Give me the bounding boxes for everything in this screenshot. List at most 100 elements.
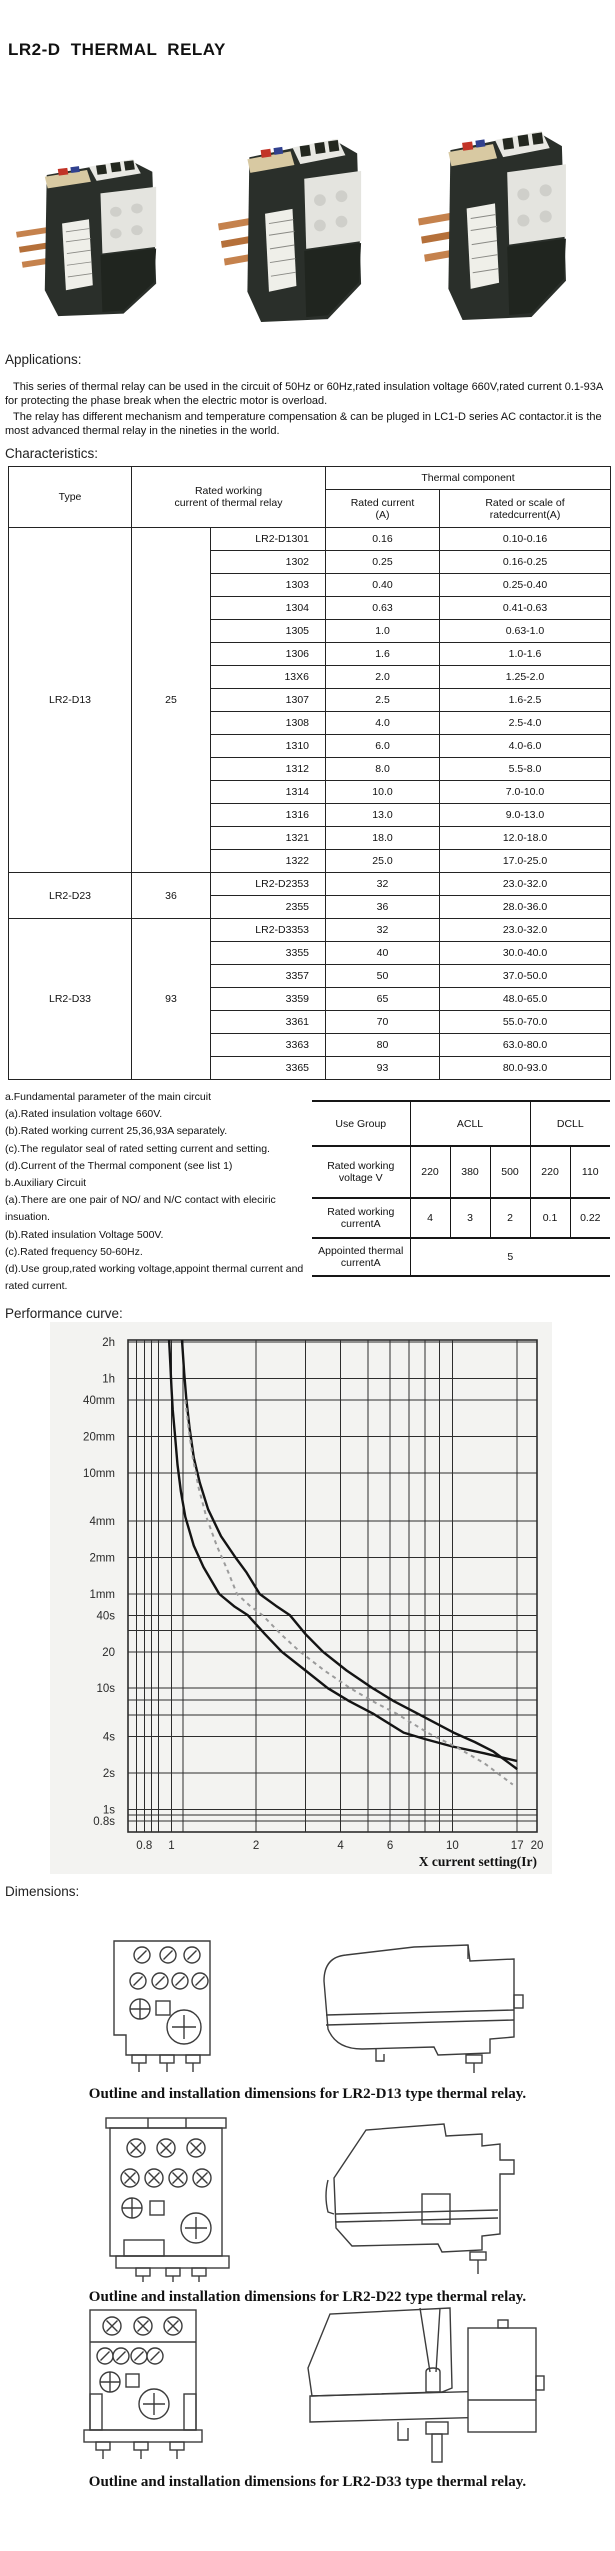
rated-current-cell: 18.0 <box>325 826 440 850</box>
rated-current-cell: 0.25 <box>325 550 440 574</box>
col-header-rated-current: Rated current (A) <box>325 489 440 528</box>
thermal-relay-photo-large <box>418 130 567 321</box>
model-cell: 1321 <box>210 826 326 850</box>
table-row: 1322 25.0 17.0-25.0 <box>9 849 612 873</box>
rated-range-cell: 55.0-70.0 <box>438 1010 612 1034</box>
y-tick-label: 0.8s <box>93 1816 115 1828</box>
rated-current-cell: 0.16 <box>325 527 440 551</box>
lr2-d33-side-view-drawing <box>307 2307 545 2463</box>
characteristics-table: Type Rated working current of thermal rel… <box>8 466 612 1080</box>
rated-current-cell: 1.6 <box>325 642 440 666</box>
rated-current-cell: 4.0 <box>325 711 440 735</box>
model-cell: 1316 <box>210 803 326 827</box>
model-cell: 1312 <box>210 757 326 781</box>
note-line: b.Auxiliary Circuit <box>5 1177 87 1190</box>
performance-curve-heading: Performance curve: <box>5 1306 123 1321</box>
model-cell: 13X6 <box>210 665 326 689</box>
model-cell: 1307 <box>210 688 326 712</box>
x-tick-label: 10 <box>446 1840 459 1852</box>
aux-value-cell: 0.22 <box>569 1197 611 1239</box>
model-cell: 3357 <box>210 964 326 988</box>
col-header-rated-working: Rated working current of thermal relay <box>131 466 326 528</box>
aux-value-cell: 220 <box>529 1145 571 1199</box>
rated-range-cell: 17.0-25.0 <box>438 849 612 873</box>
table-header-row: Type Rated working current of thermal rel… <box>8 466 612 528</box>
rated-range-cell: 23.0-32.0 <box>438 872 612 896</box>
model-cell: 1304 <box>210 596 326 620</box>
model-cell: 3355 <box>210 941 326 965</box>
model-cell: 1302 <box>210 550 326 574</box>
model-cell: 3365 <box>210 1056 326 1080</box>
model-cell: 2355 <box>210 895 326 919</box>
y-tick-label: 20 <box>102 1647 115 1659</box>
table-row: 1302 0.25 0.16-0.25 <box>9 550 612 574</box>
rated-current-cell: 0.63 <box>325 596 440 620</box>
aux-row: Rated working voltage V 220 380 500 220 110 <box>312 1145 611 1199</box>
rated-range-cell: 28.0-36.0 <box>438 895 612 919</box>
rated-range-cell: 0.25-0.40 <box>438 573 612 597</box>
model-cell: 1303 <box>210 573 326 597</box>
table-row: 2355 36 28.0-36.0 <box>9 895 612 919</box>
lr2-d33-top-view-drawing <box>83 2309 203 2459</box>
applications-paragraph-2: The relay has different mechanism and te… <box>5 411 602 437</box>
aux-value-cell: 4 <box>409 1197 451 1239</box>
model-cell: LR2-D3353 <box>210 918 326 942</box>
col-header-type: Type <box>8 466 132 528</box>
y-tick-label: 40mm <box>83 1395 115 1407</box>
x-tick-label: 6 <box>387 1840 393 1852</box>
aux-header-row: Use Group ACLL DCLL <box>312 1100 611 1147</box>
y-tick-label: 2h <box>102 1337 115 1349</box>
rated-range-cell: 1.0-1.6 <box>438 642 612 666</box>
rated-range-cell: 4.0-6.0 <box>438 734 612 758</box>
rated-current-cell: 70 <box>325 1010 440 1034</box>
rated-current-cell: 1.0 <box>325 619 440 643</box>
y-tick-label: 10s <box>96 1683 115 1695</box>
x-axis-title: X current setting(Ir) <box>419 1854 537 1869</box>
rated-range-cell: 9.0-13.0 <box>438 803 612 827</box>
note-line: (c).Rated frequency 50-60Hz. <box>5 1245 143 1258</box>
figure-caption-lr2-d22: Outline and installation dimensions for … <box>88 2289 527 2305</box>
y-tick-label: 4mm <box>89 1516 115 1528</box>
note-line: (b).Rated insulation Voltage 500V. <box>5 1228 164 1241</box>
table-row: 1305 1.0 0.63-1.0 <box>9 619 612 643</box>
rated-range-cell: 0.63-1.0 <box>438 619 612 643</box>
type-cell: LR2-D23 <box>8 872 132 919</box>
rated-current-cell: 36 <box>325 895 440 919</box>
x-tick-label: 20 <box>531 1840 544 1852</box>
model-cell: 3363 <box>210 1033 326 1057</box>
aux-row-label: Appointed thermal currentA <box>312 1237 411 1277</box>
model-cell: 1305 <box>210 619 326 643</box>
table-row: 1314 10.0 7.0-10.0 <box>9 780 612 804</box>
table-row: 1306 1.6 1.0-1.6 <box>9 642 612 666</box>
rated-current-cell: 13.0 <box>325 803 440 827</box>
thermal-relay-photo-small <box>16 158 157 317</box>
table-row: 3363 80 63.0-80.0 <box>9 1033 612 1057</box>
characteristics-heading: Characteristics: <box>5 446 99 461</box>
table-row: LR2-D33 93 LR2-D3353 32 23.0-32.0 <box>8 918 612 1080</box>
x-tick-label: 4 <box>337 1840 344 1852</box>
aux-value-cell: 0.1 <box>529 1197 571 1239</box>
working-current-cell: 36 <box>131 872 211 919</box>
note-line: (a).There are one pair of NO/ and N/C co… <box>5 1194 276 1224</box>
aux-value-cell: 220 <box>409 1145 451 1199</box>
model-cell: 1310 <box>210 734 326 758</box>
dcll-header: DCLL <box>529 1100 611 1147</box>
rated-current-cell: 32 <box>325 872 440 896</box>
rated-current-cell: 2.0 <box>325 665 440 689</box>
y-tick-label: 20mm <box>83 1431 115 1443</box>
model-cell: LR2-D1301 <box>210 527 326 551</box>
lr2-d13-side-view-drawing <box>323 1944 524 2073</box>
page-title: LR2-D THERMAL RELAY <box>8 40 226 59</box>
col-header-rated-scale: Rated or scale of ratedcurrent(A) <box>438 489 612 528</box>
rated-range-cell: 12.0-18.0 <box>438 826 612 850</box>
table-row: LR2-D13 25 LR2-D1301 0.16 0.10-0.16 <box>8 527 612 873</box>
table-row: 1316 13.0 9.0-13.0 <box>9 803 612 827</box>
table-row: 1308 4.0 2.5-4.0 <box>9 711 612 735</box>
lr2-d22-top-view-drawing <box>105 2117 230 2282</box>
figure-caption-lr2-d13: Outline and installation dimensions for … <box>88 2086 527 2102</box>
model-cell: 3359 <box>210 987 326 1011</box>
tripping-curve-1 <box>167 1339 518 1763</box>
x-tick-label: 17 <box>511 1840 524 1852</box>
notes-block: a.Fundamental parameter of the main circ… <box>5 1089 309 1295</box>
rated-range-cell: 1.25-2.0 <box>438 665 612 689</box>
